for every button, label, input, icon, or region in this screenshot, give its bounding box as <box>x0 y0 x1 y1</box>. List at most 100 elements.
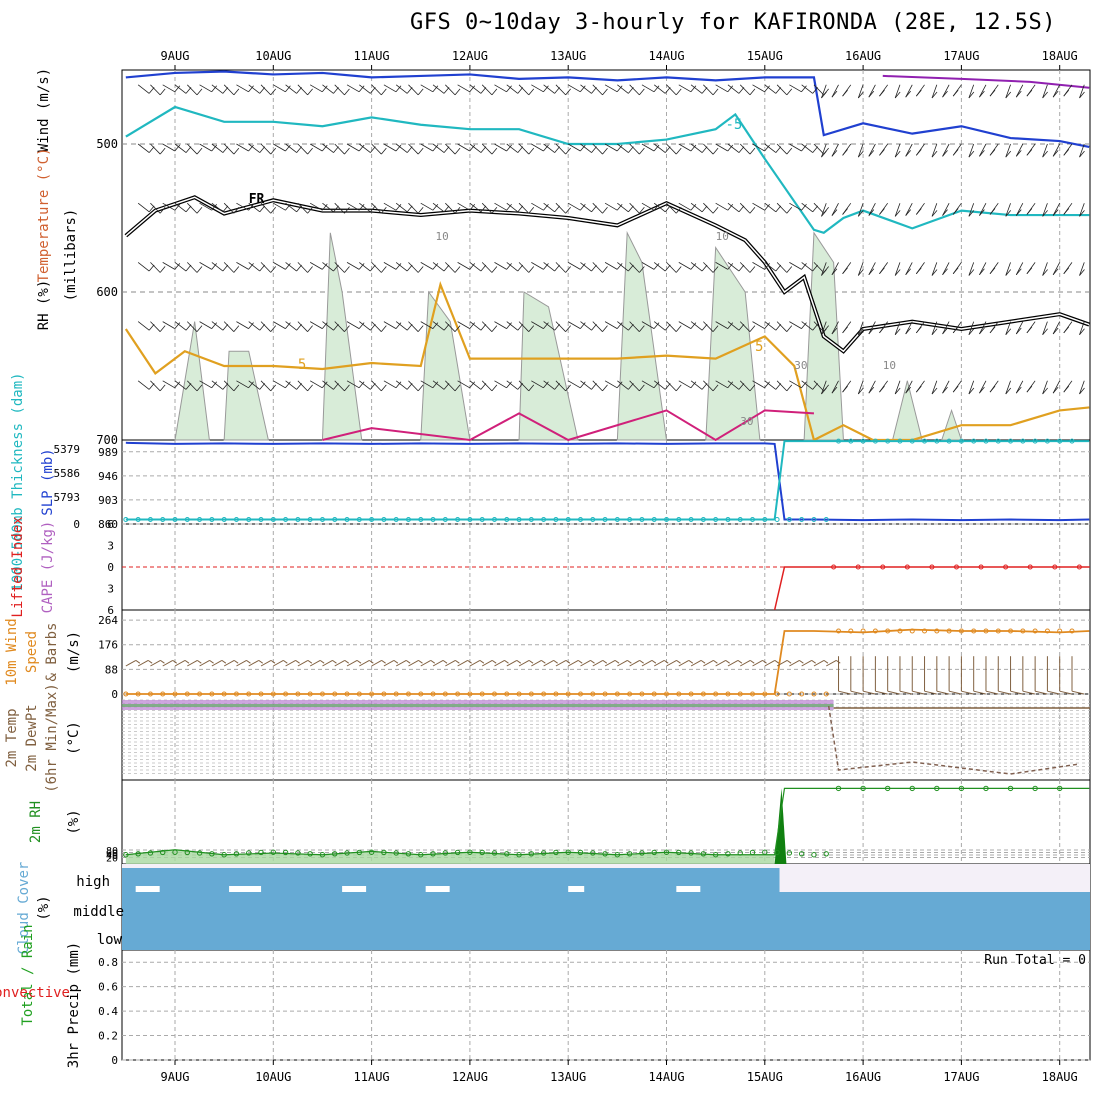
wind-barb-flag <box>480 87 487 94</box>
wind10m-barb <box>172 659 177 664</box>
thickness-marker <box>209 517 215 523</box>
wind-barb <box>727 202 740 213</box>
wind-barb <box>285 143 297 153</box>
wind10m-barb <box>199 659 210 667</box>
temp2m-axis-label: 2m DewPt <box>24 704 40 771</box>
wind-barb <box>445 262 456 273</box>
wind-tick-label: 0 <box>111 688 118 701</box>
wind10m-barb <box>577 659 583 664</box>
rh2m-marker <box>540 850 547 856</box>
wind-barb-flag <box>664 264 671 272</box>
wind10m-marker <box>602 691 608 697</box>
wind-barb-flag <box>307 147 313 155</box>
wind-barb-flag <box>1079 269 1085 276</box>
wind-barb-flag <box>469 263 476 270</box>
wind-barb <box>739 202 751 214</box>
wind-barb-flag <box>285 381 291 389</box>
wind-barb-flag <box>664 87 671 94</box>
wind-barb <box>285 321 297 331</box>
wind10m-barb <box>160 659 165 664</box>
rh2m-marker <box>700 851 707 857</box>
wind-barb <box>346 202 360 211</box>
wind-barb <box>469 143 482 153</box>
wind-barb-flag <box>749 384 756 392</box>
wind-barb <box>703 262 714 273</box>
wind-barb-flag <box>1026 267 1033 274</box>
wind-barb <box>469 202 482 213</box>
wind-barb-flag <box>480 264 487 272</box>
wind-barb <box>629 380 640 392</box>
wind10m-barb <box>221 659 227 664</box>
wind-barb <box>678 143 692 152</box>
precip-tick-label: 0.2 <box>98 1030 118 1043</box>
thickness-marker <box>786 517 792 523</box>
wind-barb-flag <box>211 85 218 93</box>
wind10m-marker <box>233 691 239 697</box>
pressure-tick-label: 700 <box>96 433 118 447</box>
wind-barb <box>821 380 827 395</box>
cloud-gap <box>425 886 450 892</box>
wind-barb-flag <box>664 205 671 213</box>
wind-barb-flag <box>443 87 450 94</box>
wind10m-barb <box>137 659 149 667</box>
thickness-marker <box>541 517 547 523</box>
wind-barb <box>555 84 566 96</box>
wind-barb-flag <box>916 149 922 156</box>
date-label-top: 16AUG <box>845 49 881 63</box>
wind-barb-flag <box>931 210 938 217</box>
wind-barb <box>789 321 802 329</box>
wind-barb-flag <box>1015 327 1022 335</box>
wind-barb-flag <box>543 144 549 152</box>
wind-barb-flag <box>968 269 975 276</box>
wind-barb <box>186 262 198 273</box>
thickness-tick-label: 5379 <box>54 443 81 456</box>
wind-barb-flag <box>358 203 365 211</box>
wind-barb <box>894 203 901 217</box>
wind-barb-flag <box>370 146 376 153</box>
wind-barb-flag <box>942 327 948 335</box>
wind-barb <box>273 143 286 152</box>
wind-barb-flag <box>989 89 996 97</box>
wind-barb-flag <box>968 210 975 217</box>
slp-tick-label: 860 <box>98 518 118 531</box>
wind-barb-flag <box>628 146 634 153</box>
wind-barb <box>518 143 530 155</box>
wind-barb-flag <box>211 263 218 270</box>
rh-shading-area <box>420 290 471 441</box>
wind-barb <box>408 202 419 214</box>
wind-barb <box>617 202 629 213</box>
rh2m-marker <box>123 852 129 858</box>
wind-barb-flag <box>285 322 291 329</box>
wind-barb-flag <box>159 207 166 214</box>
wind10m-barb <box>381 659 386 664</box>
wind-barb-flag <box>185 205 192 213</box>
wind-barb-flag <box>812 205 819 213</box>
wind-barb-flag <box>675 266 682 273</box>
wind-barb-flag <box>506 263 512 270</box>
wind-barb <box>211 202 224 213</box>
thickness-marker <box>491 517 497 523</box>
wind-barb-flag <box>248 381 254 389</box>
wind10m-marker <box>356 691 362 697</box>
wind-barb-flag <box>1005 210 1012 217</box>
wind-barb <box>322 84 334 94</box>
wind-barb-flag <box>764 203 770 211</box>
wind-barb-flag <box>358 144 365 152</box>
wind-barb-flag <box>727 203 734 211</box>
freezing-level-line-outer <box>124 195 1090 354</box>
wind-barb-flag <box>879 326 885 334</box>
wind10m-marker <box>295 691 301 697</box>
wind-barb <box>297 202 308 214</box>
wind-barb <box>666 380 677 392</box>
wind-barb-flag <box>148 264 155 272</box>
thickness-marker <box>762 517 768 523</box>
wind-barb-flag <box>248 144 254 152</box>
wind-barb-flag <box>211 203 218 211</box>
wind10m-barb <box>875 690 888 695</box>
wind-barb <box>260 84 272 96</box>
wind10m-marker <box>1044 628 1050 634</box>
wind-barb-flag <box>764 381 770 389</box>
wind10m-barb <box>1022 690 1035 695</box>
wind-barb-flag <box>554 87 560 94</box>
wind-barb <box>715 321 728 329</box>
